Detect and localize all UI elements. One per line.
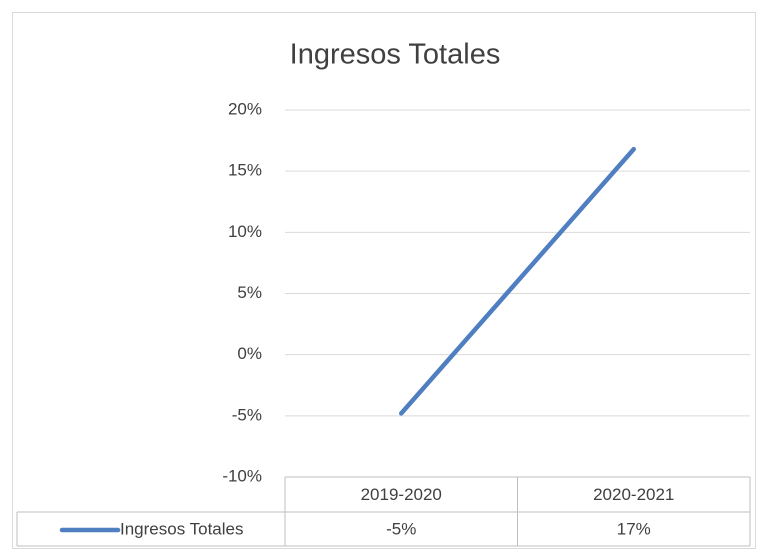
chart-title: Ingresos Totales — [290, 39, 501, 71]
x-tick-label: 2019-2020 — [361, 485, 442, 504]
line — [399, 146, 636, 416]
y-tick-label: 5% — [237, 283, 262, 302]
y-tick-label: 0% — [237, 344, 262, 363]
y-tick-label: -10% — [222, 466, 262, 485]
y-tick-label: -5% — [232, 405, 262, 424]
y-tick-label: 15% — [228, 161, 262, 180]
y-tick-label: 10% — [228, 222, 262, 241]
x-tick-label: 2020-2021 — [593, 485, 674, 504]
y-tick-label: 20% — [228, 99, 262, 118]
chart-border — [12, 12, 756, 549]
value-label: 17% — [617, 519, 651, 538]
value-label: -5% — [386, 519, 416, 538]
legend-label: Ingresos Totales — [120, 519, 243, 538]
